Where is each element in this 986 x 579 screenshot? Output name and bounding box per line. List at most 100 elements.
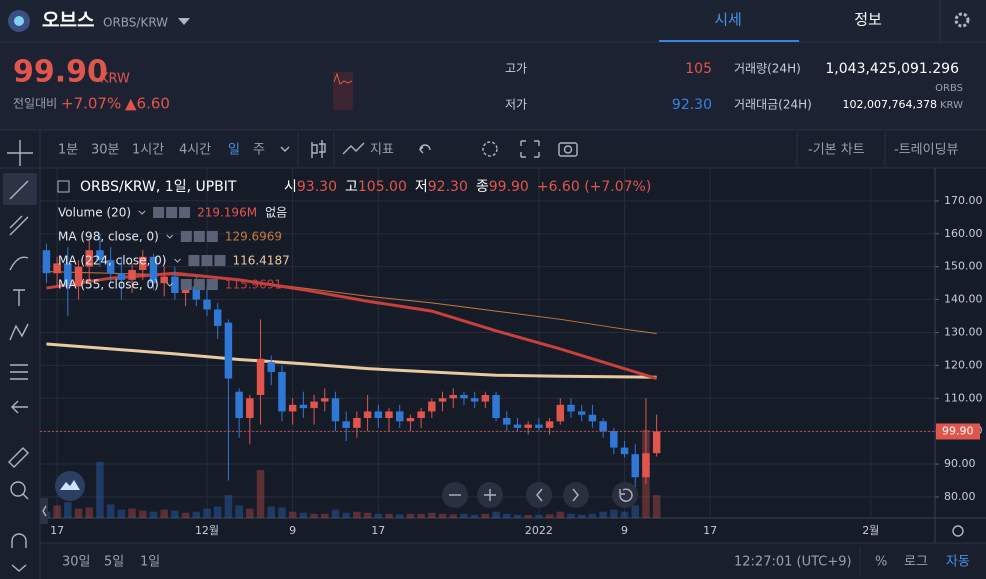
range[interactable]: 1일 (140, 555, 160, 570)
candle-body (321, 398, 329, 402)
low: 92.30 (672, 97, 712, 113)
tab[interactable]: 정보 (854, 11, 882, 29)
candle-body (406, 418, 415, 422)
volume-bar (535, 514, 543, 518)
indicator-button[interactable] (206, 279, 218, 290)
volume-bar (128, 508, 136, 518)
caret (166, 234, 174, 239)
text-tool[interactable] (13, 289, 25, 306)
volume-bar (299, 512, 308, 518)
volume-bar (85, 507, 93, 518)
candle-body (503, 418, 511, 425)
ruler-tool[interactable] (8, 447, 29, 468)
volume-bar (53, 505, 61, 518)
candle-body (438, 398, 447, 402)
fib-tool[interactable] (9, 215, 29, 236)
tab[interactable]: 시세 (714, 11, 742, 29)
candle-body (235, 391, 243, 418)
interval[interactable]: 30분 (91, 143, 120, 158)
candle-body (610, 431, 618, 448)
crosshair-tool[interactable] (7, 140, 33, 166)
axis-settings[interactable] (952, 525, 964, 537)
candle-body (85, 250, 93, 267)
indicator-button[interactable] (206, 231, 218, 242)
indicator[interactable]: 지표 (370, 143, 394, 158)
current-price: 99.90 (13, 55, 108, 90)
indicator-button[interactable] (214, 255, 226, 266)
volume-bar (171, 510, 179, 518)
indicator-button[interactable] (153, 207, 165, 218)
magnet-tool[interactable] (11, 533, 27, 548)
scale-option[interactable]: % (875, 555, 887, 570)
candle-body (299, 404, 308, 409)
indicator-button[interactable] (193, 231, 205, 242)
indicator-icon (342, 142, 365, 155)
scale-option[interactable]: 로그 (904, 555, 928, 570)
candle-body (224, 322, 233, 379)
x-tick-label: 12월 (195, 524, 219, 537)
candle-body (171, 276, 179, 293)
volume-bar (213, 506, 222, 518)
chart-type[interactable] (311, 140, 326, 158)
indicator-button[interactable] (180, 231, 192, 242)
x-tick-label: 9 (289, 524, 296, 537)
candle-body (481, 394, 490, 402)
indicator-name: MA (98, close, 0) (58, 230, 159, 244)
zoom-tool[interactable] (10, 481, 26, 497)
candle-body (385, 411, 393, 418)
indicator-button[interactable] (193, 279, 205, 290)
volume-bar (449, 514, 457, 518)
toolbar (0, 130, 986, 168)
snapshot[interactable] (558, 142, 578, 157)
interval[interactable]: 1시간 (132, 143, 164, 158)
dropdown[interactable] (178, 18, 190, 25)
candle-body (64, 263, 72, 287)
pattern-tool[interactable] (9, 323, 29, 341)
back-tool[interactable] (11, 400, 28, 414)
range[interactable]: 30일 (62, 555, 91, 570)
price-panel (0, 42, 986, 130)
chart-settings[interactable] (482, 141, 498, 157)
y-tick-label: 110.00 (944, 391, 983, 404)
fullscreen[interactable] (520, 140, 540, 158)
range[interactable]: 5일 (104, 555, 124, 570)
legend-change: +6.60 (+7.07%) (537, 179, 651, 195)
ohlc-label: 종 (476, 179, 489, 195)
indicator-value: 129.6969 (225, 230, 282, 244)
volume-bar (481, 513, 490, 518)
unit: KRW (100, 72, 130, 87)
projection-tool[interactable] (10, 364, 28, 380)
change-abs: ▲6.60 (125, 95, 170, 113)
tradingview[interactable]: -트레이딩뷰 (894, 143, 959, 158)
settings[interactable] (954, 12, 970, 28)
undo[interactable] (419, 144, 431, 154)
candle-body (567, 404, 575, 412)
interval[interactable]: 1분 (58, 143, 78, 158)
candle-body (192, 286, 201, 300)
trend-tool[interactable] (9, 180, 29, 200)
indicator-button[interactable] (188, 255, 200, 266)
ohlc-value: 99.90 (489, 179, 529, 195)
indicator-button[interactable] (180, 279, 192, 290)
indicator-button[interactable] (179, 207, 191, 218)
scale-option[interactable]: 자동 (946, 555, 970, 570)
brush-tool[interactable] (9, 256, 29, 271)
candle-body (74, 266, 83, 287)
volume-bar (96, 461, 104, 518)
low-label: 저가 (505, 98, 527, 112)
volume-bar (139, 510, 147, 518)
candle-body (213, 309, 222, 326)
interval[interactable]: 4시간 (179, 143, 211, 158)
basic-chart[interactable]: -기본 차트 (808, 143, 865, 158)
volume-bar (235, 505, 243, 518)
candle-body (203, 299, 211, 310)
legend-toggle (57, 180, 70, 193)
interval[interactable]: 일 (228, 143, 240, 158)
interval[interactable]: 주 (253, 143, 265, 158)
indicator-button[interactable] (166, 207, 178, 218)
volume-bar (363, 512, 372, 518)
indicator-button[interactable] (201, 255, 213, 266)
volume-bar (545, 514, 554, 518)
change-pct: +7.07% (61, 95, 121, 113)
